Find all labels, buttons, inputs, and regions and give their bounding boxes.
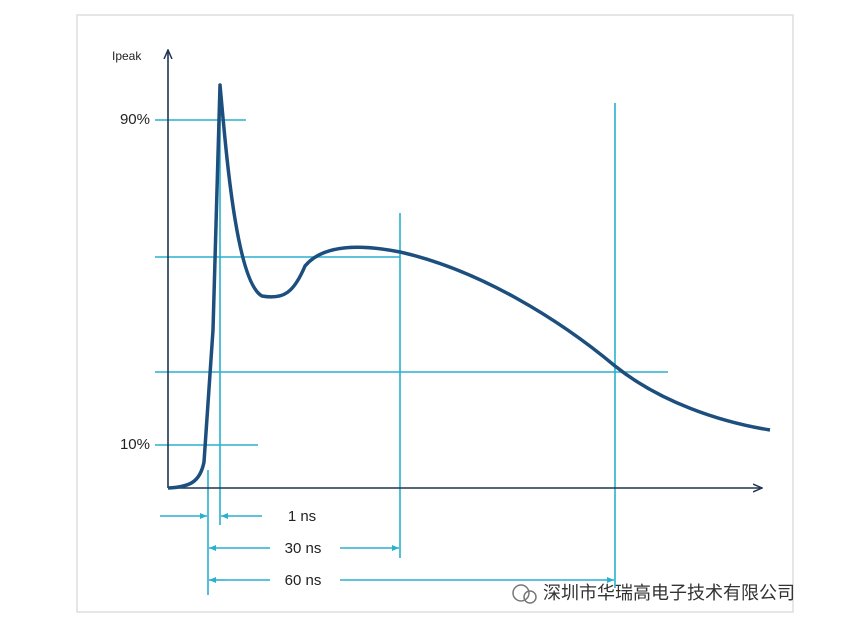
y-axis-label: Ipeak: [112, 49, 142, 63]
dimension-arrows: [160, 513, 614, 583]
duration-label: 60 ns: [285, 572, 322, 589]
level-label: 10%: [120, 436, 150, 453]
duration-label: 1 ns: [288, 508, 316, 525]
level-label: 90%: [120, 111, 150, 128]
waveform: [167, 83, 771, 490]
watermark: 深圳市华瑞高电子技术有限公司: [543, 583, 795, 603]
duration-label: 30 ns: [285, 540, 322, 557]
frame: [76, 14, 794, 613]
watermark-icon: [512, 584, 537, 604]
guides: [155, 92, 668, 595]
